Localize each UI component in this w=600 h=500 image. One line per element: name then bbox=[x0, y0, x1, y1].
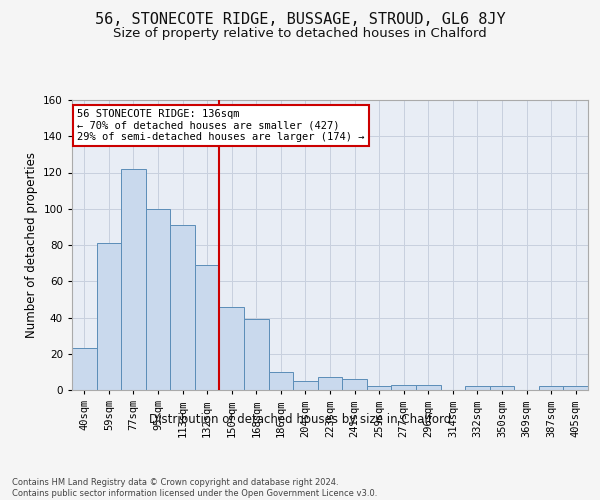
Bar bbox=[72, 348, 97, 390]
Bar bbox=[367, 386, 391, 390]
Bar bbox=[490, 386, 514, 390]
Bar bbox=[465, 386, 490, 390]
Text: Distribution of detached houses by size in Chalford: Distribution of detached houses by size … bbox=[149, 412, 451, 426]
Bar bbox=[318, 378, 342, 390]
Bar bbox=[244, 320, 269, 390]
Bar bbox=[121, 169, 146, 390]
Text: Size of property relative to detached houses in Chalford: Size of property relative to detached ho… bbox=[113, 28, 487, 40]
Bar bbox=[269, 372, 293, 390]
Bar bbox=[146, 209, 170, 390]
Bar bbox=[97, 243, 121, 390]
Y-axis label: Number of detached properties: Number of detached properties bbox=[25, 152, 38, 338]
Bar bbox=[220, 306, 244, 390]
Bar bbox=[416, 384, 440, 390]
Bar bbox=[170, 225, 195, 390]
Bar bbox=[195, 265, 220, 390]
Text: Contains HM Land Registry data © Crown copyright and database right 2024.
Contai: Contains HM Land Registry data © Crown c… bbox=[12, 478, 377, 498]
Bar bbox=[563, 386, 588, 390]
Bar bbox=[342, 379, 367, 390]
Bar bbox=[539, 386, 563, 390]
Bar bbox=[293, 381, 318, 390]
Text: 56, STONECOTE RIDGE, BUSSAGE, STROUD, GL6 8JY: 56, STONECOTE RIDGE, BUSSAGE, STROUD, GL… bbox=[95, 12, 505, 28]
Bar bbox=[391, 384, 416, 390]
Text: 56 STONECOTE RIDGE: 136sqm
← 70% of detached houses are smaller (427)
29% of sem: 56 STONECOTE RIDGE: 136sqm ← 70% of deta… bbox=[77, 108, 365, 142]
